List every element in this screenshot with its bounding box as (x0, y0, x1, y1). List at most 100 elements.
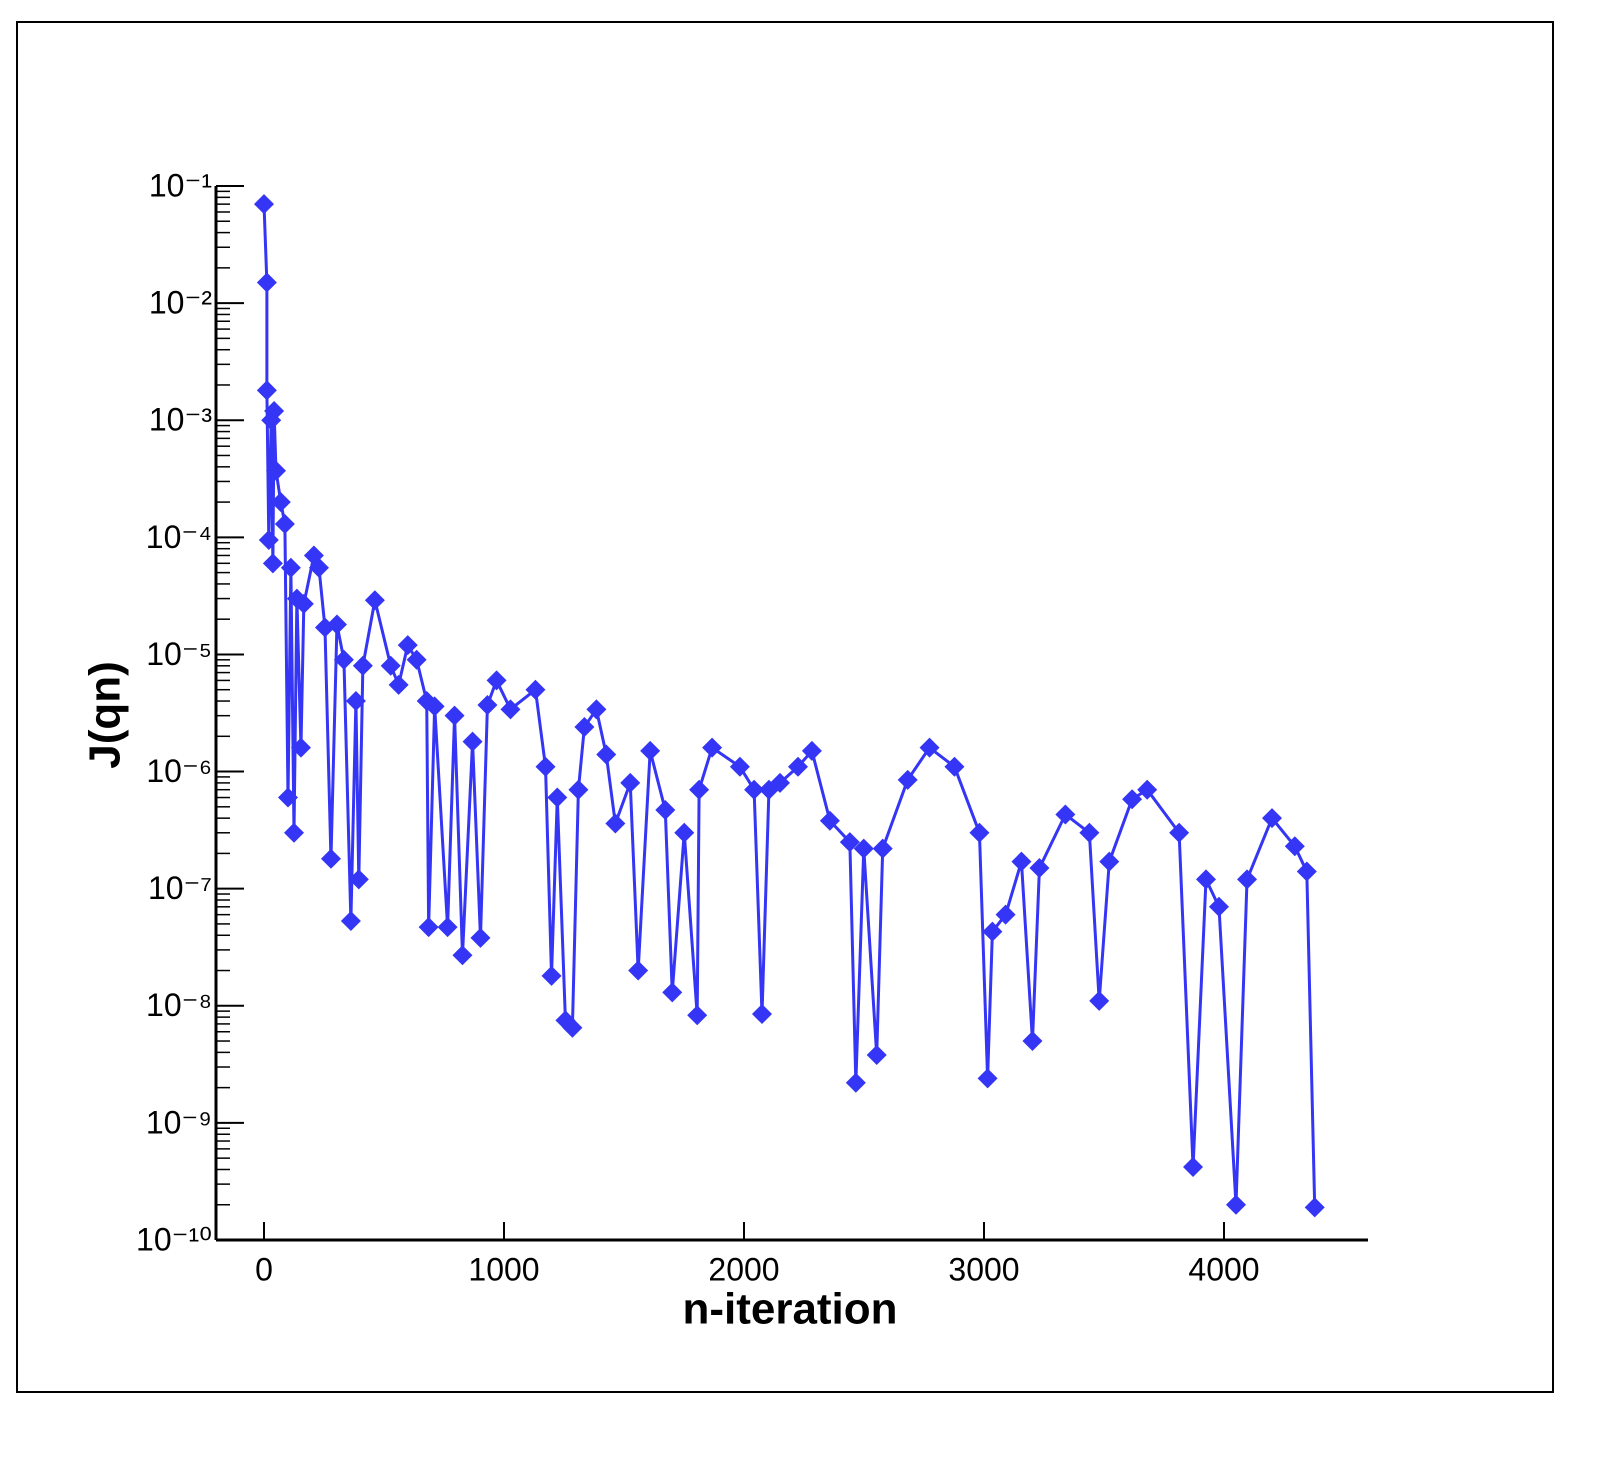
marker (568, 779, 589, 800)
marker (897, 769, 918, 790)
x-tick-label: 4000 (1188, 1251, 1259, 1287)
x-tick-label: 1000 (468, 1251, 539, 1287)
marker (1296, 861, 1317, 882)
y-tick-label: 10⁻⁴ (146, 519, 212, 555)
marker (662, 982, 683, 1003)
y-tick-label: 10⁻¹⁰ (136, 1221, 212, 1257)
marker (1122, 789, 1143, 810)
marker (845, 1072, 866, 1093)
marker (444, 705, 465, 726)
marker (262, 553, 283, 574)
marker (290, 737, 311, 758)
marker (525, 679, 546, 700)
marker (1099, 851, 1120, 872)
marker (770, 772, 790, 793)
marker (729, 756, 750, 777)
marker (1304, 1197, 1325, 1218)
marker (278, 787, 298, 808)
marker (270, 492, 291, 513)
marker (1237, 869, 1258, 890)
y-axis-title: J(qn) (81, 661, 130, 769)
marker (1169, 822, 1190, 843)
frame (16, 21, 1554, 1393)
marker (1011, 851, 1032, 872)
marker (541, 965, 562, 986)
marker (254, 194, 274, 215)
marker (406, 649, 427, 670)
marker (687, 1005, 708, 1026)
marker (1262, 808, 1282, 829)
marker (596, 744, 617, 765)
x-tick-label: 2000 (708, 1251, 779, 1287)
marker (256, 272, 277, 293)
marker (1089, 990, 1110, 1011)
marker (819, 810, 840, 831)
marker (853, 838, 874, 859)
marker (1183, 1157, 1204, 1178)
marker (555, 1010, 576, 1031)
marker (1022, 1031, 1043, 1052)
marker (500, 699, 521, 720)
marker (969, 822, 990, 843)
marker (1137, 779, 1158, 800)
y-tick-label: 10⁻⁸ (146, 987, 212, 1023)
y-tick-label: 10⁻⁶ (146, 753, 212, 789)
y-tick-label: 10⁻⁵ (146, 636, 212, 672)
marker (333, 649, 354, 670)
marker (674, 822, 695, 843)
marker (655, 799, 676, 820)
marker (256, 380, 277, 401)
marker (452, 945, 473, 966)
marker (477, 695, 498, 716)
marker (320, 848, 341, 869)
marker (872, 838, 893, 859)
marker (702, 737, 723, 758)
x-tick-label: 0 (255, 1251, 273, 1287)
marker (1208, 896, 1229, 917)
marker (424, 696, 445, 717)
marker (919, 737, 940, 758)
marker (620, 772, 641, 793)
marker (866, 1044, 887, 1065)
marker (1196, 869, 1216, 890)
marker (1055, 804, 1076, 825)
marker (562, 1017, 583, 1038)
y-tick-label: 10⁻² (149, 285, 212, 321)
marker (345, 691, 366, 712)
marker (326, 614, 347, 635)
marker (628, 960, 649, 981)
marker (586, 699, 607, 720)
marker (418, 917, 439, 938)
marker (547, 787, 568, 808)
marker (348, 869, 369, 890)
marker (437, 917, 458, 938)
marker (1226, 1194, 1246, 1215)
marker (274, 513, 295, 534)
marker (605, 813, 626, 834)
marker (982, 921, 1003, 942)
marker (470, 927, 491, 948)
y-tick-label: 10⁻⁷ (148, 870, 212, 906)
marker (462, 731, 483, 752)
y-tick-label: 10⁻⁹ (146, 1104, 212, 1140)
marker (801, 740, 822, 761)
x-axis-title: n-iteration (682, 1285, 897, 1334)
x-tick-label: 3000 (948, 1251, 1019, 1287)
marker (380, 655, 401, 676)
marker (340, 910, 361, 931)
marker (293, 593, 314, 614)
marker (689, 779, 710, 800)
marker (1079, 822, 1100, 843)
marker (397, 635, 418, 656)
marker (264, 400, 285, 421)
marker (352, 655, 373, 676)
marker (364, 590, 385, 611)
y-tick-label: 10⁻¹ (149, 167, 212, 203)
marker (284, 822, 304, 843)
marker (388, 674, 409, 695)
marker (535, 756, 556, 777)
marker (744, 779, 765, 800)
marker (640, 740, 661, 761)
marker (574, 717, 595, 738)
